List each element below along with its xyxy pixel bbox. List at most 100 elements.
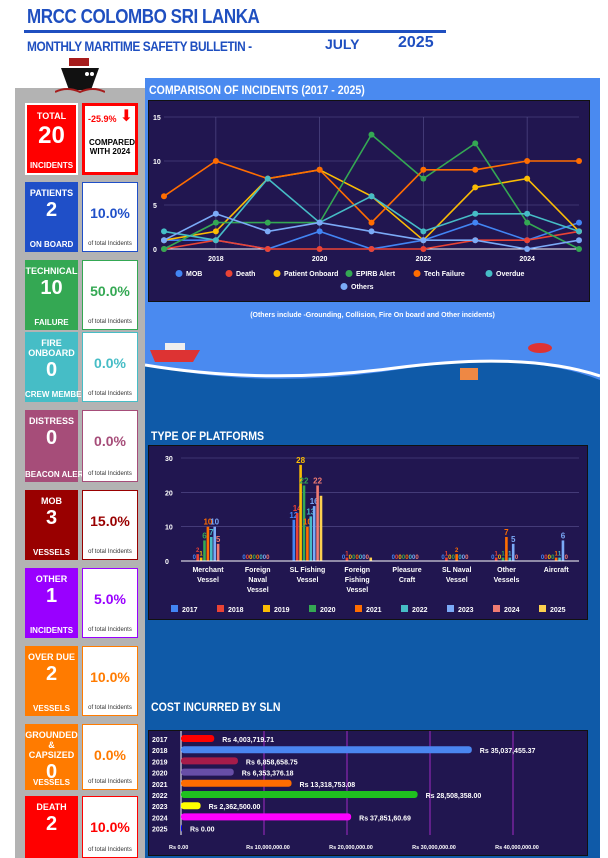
incident-label: TECHNICAL	[25, 266, 78, 276]
data-label: 0	[415, 555, 419, 561]
x-tick-label: Rs 20,000,000.00	[329, 845, 373, 851]
data-label: 0	[448, 555, 452, 561]
cost-bar-chart: 2017 Rs 4,003,719.71 2018 Rs 35,037,455.37 2…	[148, 730, 588, 856]
incident-count: 0	[45, 427, 58, 449]
comparison-box: -25.9% ⬇ COMPARED WITH 2024	[82, 103, 138, 175]
data-point	[420, 246, 427, 252]
incident-percent: 10.0%	[90, 205, 130, 221]
data-label: 0	[405, 555, 409, 561]
year-label: 2022	[152, 793, 168, 800]
down-arrow-icon: ⬇	[119, 108, 133, 125]
ship-icon	[55, 58, 105, 94]
legend-label: 2019	[274, 607, 290, 614]
incident-percent-box: 15.0% of total Incidents	[82, 490, 138, 560]
incident-percent-box: 0.0% of total Incidents	[82, 410, 138, 482]
data-label: 1	[554, 552, 558, 558]
incident-count: 2	[45, 813, 58, 835]
data-label: 0	[465, 555, 469, 561]
data-label: 0	[565, 555, 569, 561]
incident-unit: VESSELS	[33, 778, 70, 787]
incident-count-box: PATIENTS 2 ON BOARD	[25, 182, 78, 252]
incident-count: 2	[45, 663, 58, 685]
category-label: Naval	[248, 577, 267, 584]
data-label: 0	[541, 555, 545, 561]
data-point	[576, 246, 582, 252]
incident-count: 3	[45, 507, 58, 529]
legend-label: Death	[236, 271, 255, 278]
bar	[445, 557, 448, 561]
data-label: 0	[491, 555, 495, 561]
bar	[345, 557, 349, 561]
category-label: Foreign	[344, 567, 370, 574]
data-point	[472, 184, 479, 191]
data-point	[212, 228, 219, 235]
legend-marker	[171, 605, 178, 612]
data-point	[316, 166, 323, 173]
data-label: 0	[409, 555, 413, 561]
bar	[561, 540, 565, 561]
total-unit: INCIDENTS	[29, 161, 74, 170]
data-label: 10	[303, 518, 312, 527]
bulletin-subtitle: MONTHLY MARITIME SAFETY BULLETIN -	[27, 38, 252, 54]
bar	[299, 464, 302, 561]
bar	[295, 512, 299, 561]
legend-marker	[225, 270, 233, 277]
data-label: 0	[548, 555, 552, 561]
y-tick-label: 10	[165, 525, 173, 532]
data-label: 0	[402, 555, 406, 561]
legend-label: 2025	[550, 607, 566, 614]
legend-label: MOB	[186, 271, 202, 278]
incident-unit: BEACON ALERT	[25, 470, 89, 479]
data-point	[420, 166, 427, 173]
data-label: 0	[359, 555, 363, 561]
cost-label: Rs 4,003,719.71	[222, 737, 274, 744]
data-label: 0	[551, 555, 555, 561]
bar	[216, 543, 220, 561]
bar	[206, 526, 210, 561]
data-point	[161, 237, 167, 244]
cost-bar	[181, 735, 215, 742]
compare-label: COMPARED WITH 2024	[89, 138, 136, 156]
data-label: 22	[313, 476, 322, 485]
legend-label: 2021	[366, 607, 382, 614]
bar	[213, 526, 216, 561]
legend-marker	[493, 605, 500, 612]
incident-count-box: DEATH 2	[25, 796, 78, 858]
bar	[199, 557, 203, 561]
legend-label: 2020	[320, 607, 336, 614]
percent-note: of total Incidents	[88, 471, 132, 477]
incident-unit: VESSELS	[33, 704, 70, 713]
data-point	[472, 166, 479, 173]
year-label: 2021	[152, 782, 168, 789]
data-point	[472, 237, 479, 244]
data-label: 16	[310, 497, 319, 506]
data-point	[161, 246, 167, 252]
bar	[554, 557, 558, 561]
incident-unit: CREW MEMBER	[25, 390, 88, 399]
legend-label: Overdue	[496, 271, 525, 278]
legend-marker	[447, 605, 454, 612]
data-label: 0	[193, 555, 197, 561]
category-label: SL Fishing	[290, 567, 326, 574]
data-point	[212, 158, 219, 164]
incident-percent: 5.0%	[94, 591, 126, 607]
incident-label: DEATH	[36, 802, 67, 812]
data-point	[472, 210, 479, 217]
bar	[302, 485, 306, 561]
cost-bar	[181, 824, 182, 832]
data-point	[420, 175, 427, 182]
incident-card: OTHER 1 INCIDENTS 5.0% of total Incidents	[25, 568, 138, 638]
cost-bar	[181, 813, 352, 821]
data-label: 7	[209, 528, 214, 537]
incident-count: 0	[45, 761, 58, 783]
data-label: 0	[458, 555, 462, 561]
change-percent: -25.9%	[88, 114, 117, 124]
category-label: Vessel	[197, 577, 219, 584]
category-label: Other	[497, 567, 516, 574]
data-point	[212, 237, 219, 244]
data-label: 0	[395, 555, 399, 561]
data-label: 0	[544, 555, 548, 561]
y-tick-label: 0	[165, 559, 169, 566]
data-label: 0	[498, 555, 502, 561]
data-label: 0	[352, 555, 356, 561]
